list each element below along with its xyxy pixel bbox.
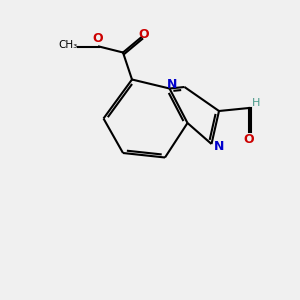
Text: O: O [139, 28, 149, 41]
Text: N: N [214, 140, 224, 154]
Text: O: O [92, 32, 103, 46]
Text: H: H [251, 98, 260, 109]
Text: O: O [244, 133, 254, 146]
Text: CH₃: CH₃ [58, 40, 77, 50]
Text: N: N [167, 77, 178, 91]
